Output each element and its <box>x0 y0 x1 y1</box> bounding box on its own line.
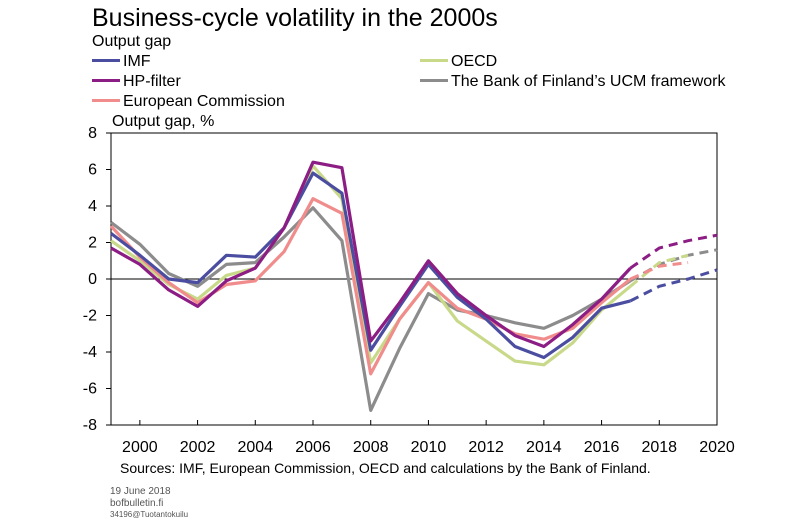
legend-label-hp-filter: HP-filter <box>123 73 181 90</box>
y-tick-label: -2 <box>83 308 97 325</box>
x-tick-label: 2012 <box>468 439 504 456</box>
legend-swatch-hp-filter <box>92 79 120 83</box>
x-tick-label: 2014 <box>526 439 562 456</box>
x-tick-label: 2016 <box>584 439 620 456</box>
chart-title: Business-cycle volatility in the 2000s <box>92 4 498 32</box>
footer-code: 34196@Tuotantokuilu <box>110 510 189 519</box>
legend-item-hp-filter: HP-filter <box>92 72 181 92</box>
y-tick-label: 2 <box>88 235 97 252</box>
x-tick-label: 2020 <box>699 439 735 456</box>
x-tick-label: 2018 <box>641 439 677 456</box>
x-tick-label: 2000 <box>122 439 158 456</box>
footer-site: bofbulletin.fi <box>110 498 164 509</box>
legend-label-ucm: The Bank of Finland’s UCM framework <box>451 73 726 90</box>
series-line-oecd <box>110 164 632 367</box>
y-tick-label: 6 <box>88 162 97 179</box>
x-tick-label: 2002 <box>180 439 216 456</box>
series-line-the-bank-of-finland-s-ucm-framework <box>110 206 632 412</box>
chart-subtitle: Output gap <box>92 33 172 50</box>
legend-swatch-european-commission <box>92 99 120 103</box>
y-tick-label: -4 <box>83 344 97 361</box>
series-line-imf <box>110 171 631 360</box>
y-tick-label: 0 <box>88 271 97 288</box>
series-forecast-european-commission <box>629 261 689 281</box>
x-tick-label: 2004 <box>237 439 273 456</box>
y-tick-label: -6 <box>83 381 97 398</box>
footer-date: 19 June 2018 <box>110 486 171 497</box>
source-note: Sources: IMF, European Commission, OECD … <box>120 460 651 476</box>
series-forecast-hp-filter <box>629 233 718 270</box>
x-tick-label: 2008 <box>353 439 389 456</box>
series-line-european-commission <box>109 197 632 376</box>
legend-item-imf: IMF <box>92 52 151 72</box>
y-axis-label: Output gap, % <box>112 113 215 130</box>
x-tick-label: 2010 <box>411 439 447 456</box>
legend-label-european-commission: European Commission <box>123 93 285 110</box>
y-tick-label: 4 <box>88 198 97 215</box>
legend-swatch-ucm <box>420 79 448 83</box>
series-forecast-oecd <box>629 253 689 288</box>
legend-item-ucm: The Bank of Finland’s UCM framework <box>420 72 725 92</box>
legend-swatch-oecd <box>420 59 448 63</box>
y-tick-label: -8 <box>83 417 97 434</box>
x-tick-label: 2006 <box>295 439 331 456</box>
series-line-hp-filter <box>110 160 632 349</box>
legend-label-oecd: OECD <box>451 53 498 70</box>
legend-label-imf: IMF <box>123 53 151 70</box>
legend-swatch-imf <box>92 59 120 63</box>
legend-item-european-commission: European Commission <box>92 92 285 112</box>
series-forecast-imf <box>629 268 718 303</box>
legend-item-oecd: OECD <box>420 52 497 72</box>
y-tick-label: 8 <box>88 125 97 142</box>
